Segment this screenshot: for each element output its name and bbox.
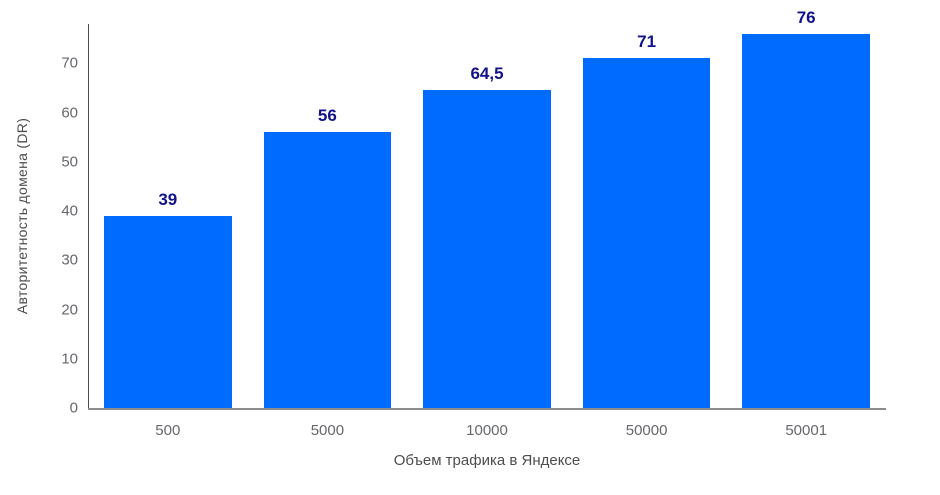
y-tick-label: 10 xyxy=(61,350,78,368)
y-tick-label: 70 xyxy=(61,54,78,72)
x-axis-line xyxy=(88,408,886,410)
x-tick-label: 50001 xyxy=(785,422,828,439)
bar xyxy=(742,33,871,408)
bar-value-label: 71 xyxy=(637,32,657,52)
bar-value-label: 56 xyxy=(317,106,337,126)
x-tick-label: 5000 xyxy=(310,422,345,439)
y-tick-label: 60 xyxy=(61,104,78,122)
y-tick-label: 40 xyxy=(61,202,78,220)
y-tick-label: 30 xyxy=(61,251,78,269)
bar-value-label: 64,5 xyxy=(470,64,504,84)
bar-value-label: 76 xyxy=(796,7,816,27)
x-tick-label: 500 xyxy=(155,422,181,439)
bar-value-label: 39 xyxy=(158,190,178,209)
y-tick-label: 0 xyxy=(69,399,78,417)
y-axis-line xyxy=(88,24,89,409)
bar xyxy=(263,132,392,408)
y-tick-label: 20 xyxy=(61,301,78,319)
bar xyxy=(103,216,232,408)
bar xyxy=(423,90,551,408)
bar xyxy=(582,58,711,408)
x-tick-label: 50000 xyxy=(625,422,668,439)
y-tick-label: 50 xyxy=(61,153,78,171)
x-tick-label: 10000 xyxy=(466,422,508,439)
x-axis-title: Объем трафика в Яндексе xyxy=(393,452,581,469)
